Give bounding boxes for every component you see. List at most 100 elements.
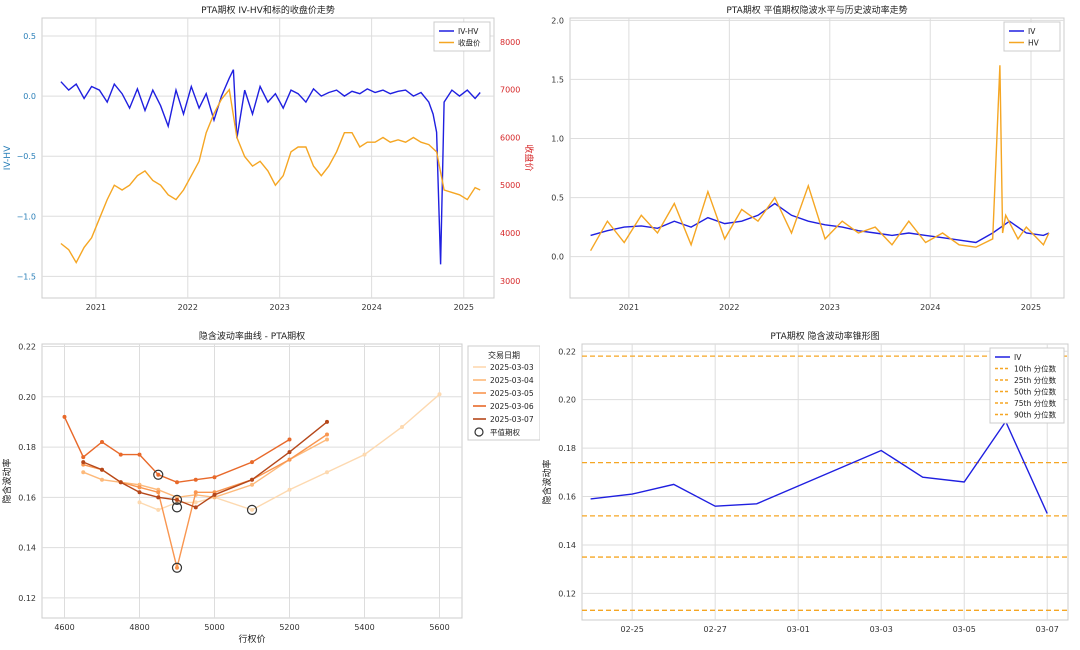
- series-point: [137, 452, 142, 457]
- y-tick-label: −0.5: [17, 152, 36, 161]
- series-point: [81, 460, 86, 465]
- series-point: [193, 500, 198, 505]
- y-axis-label: 隐含波动率: [1, 458, 13, 503]
- series-point: [156, 472, 161, 477]
- series-point: [156, 507, 161, 512]
- y-tick-label: 0.0: [551, 253, 564, 262]
- series-point: [81, 470, 86, 475]
- series-point: [250, 507, 254, 512]
- series-point: [137, 490, 142, 495]
- legend-label: IV: [1028, 27, 1036, 36]
- series-point: [137, 485, 142, 490]
- plot-area: [569, 17, 1065, 299]
- x-tick-label: 5600: [429, 623, 449, 632]
- series-line: [589, 65, 1050, 252]
- series-point: [175, 480, 179, 485]
- y-axis-label: 隐含波动率: [541, 459, 553, 504]
- series-point: [287, 450, 292, 455]
- series-point: [81, 455, 86, 460]
- legend-label: 2025-03-06: [490, 402, 534, 411]
- series-point: [193, 477, 198, 482]
- chart-iv-hv-close: 0.5 0.0 −0.5 −1.0 −1.5 2021 2022 2023 2024 2025 30…: [0, 0, 540, 318]
- legend-box: [433, 21, 491, 52]
- x-tick-label: 2024: [361, 303, 381, 312]
- y-tick-label: 0.18: [558, 444, 576, 453]
- x-tick-label: 02-25: [621, 625, 644, 634]
- y2-tick-label: 3000: [500, 277, 520, 286]
- plot-area: [581, 343, 1069, 621]
- series-point: [287, 487, 292, 492]
- chart-iv-cone: 0.12 0.14 0.16 0.18 0.20 0.22 02-25 02-27 03-01 0…: [540, 322, 1080, 646]
- series-point: [250, 477, 254, 482]
- series-point: [193, 490, 198, 495]
- series-point: [250, 482, 254, 487]
- plot-area: [41, 17, 495, 299]
- y-tick-label: 0.12: [18, 594, 36, 603]
- y-tick-label: 0.20: [558, 396, 576, 405]
- legend-label: 90th 分位数: [1014, 410, 1057, 420]
- x-tick-label: 4600: [54, 623, 74, 632]
- x-tick-label: 2021: [86, 303, 106, 312]
- y-tick-label: 1.0: [551, 135, 564, 144]
- series-point: [362, 452, 367, 457]
- legend-title: 交易日期: [488, 350, 520, 360]
- x-tick-label: 03-07: [1036, 625, 1059, 634]
- y2-tick-label: 5000: [500, 181, 520, 190]
- series-point: [193, 505, 198, 510]
- series-point: [325, 432, 329, 437]
- x-tick-label: 03-03: [870, 625, 893, 634]
- y-tick-label: 0.0: [23, 92, 36, 101]
- y-tick-label: 2.0: [551, 16, 564, 25]
- series-point: [100, 440, 104, 445]
- series-point: [100, 477, 104, 482]
- chart-title: PTA期权 平值期权隐波水平与历史波动率走势: [726, 4, 907, 16]
- series-line: [590, 202, 1050, 244]
- x-tick-label: 5200: [279, 623, 299, 632]
- y-tick-label: 0.16: [558, 493, 576, 502]
- y-tick-label: 0.22: [18, 343, 36, 352]
- series-point: [118, 452, 123, 457]
- series-point: [250, 460, 254, 465]
- y-tick-label: 0.14: [18, 544, 36, 553]
- series-point: [62, 414, 67, 419]
- series-point: [137, 500, 142, 505]
- series-point: [287, 437, 292, 442]
- series-point: [400, 424, 404, 429]
- legend-label: IV: [1014, 353, 1022, 362]
- y-axis-label: IV-HV: [3, 145, 13, 170]
- legend-box: [1003, 21, 1061, 52]
- legend-label: 收盘价: [458, 38, 481, 48]
- legend-label: 平值期权: [490, 427, 520, 437]
- y-tick-label: 0.20: [18, 393, 36, 402]
- chart-title: 隐含波动率曲线 - PTA期权: [199, 330, 305, 342]
- legend-label: 2025-03-03: [490, 363, 534, 372]
- x-axis-label: 行权价: [238, 633, 265, 645]
- y-tick-label: 1.5: [551, 75, 564, 84]
- series-point: [156, 490, 161, 495]
- chart-atm-iv-hv: 0.0 0.5 1.0 1.5 2.0 2021 2022 2023 2024 2025 PTA期权…: [540, 0, 1080, 318]
- x-tick-label: 02-27: [704, 625, 727, 634]
- series-point: [325, 437, 329, 442]
- series-point: [437, 392, 442, 397]
- x-tick-label: 2023: [270, 303, 290, 312]
- x-tick-label: 4800: [129, 623, 149, 632]
- legend-label: 50th 分位数: [1014, 387, 1057, 397]
- series-line: [60, 69, 481, 265]
- chart-iv-cone-svg: 0.12 0.14 0.16 0.18 0.20 0.22 02-25 02-27 03-01 0…: [541, 330, 1069, 634]
- x-tick-label: 2024: [920, 303, 940, 312]
- atm-marker: [171, 502, 183, 513]
- y-tick-label: 0.18: [18, 443, 36, 452]
- chart-iv-hv-close-svg: 0.5 0.0 −0.5 −1.0 −1.5 2021 2022 2023 2024 2025 30…: [3, 4, 535, 312]
- y-tick-label: 0.5: [551, 194, 564, 203]
- y2-axis-label: 收盘价: [523, 144, 535, 171]
- legend-label: 10th 分位数: [1014, 364, 1057, 374]
- legend-label: 25th 分位数: [1014, 375, 1057, 385]
- x-tick-label: 2021: [619, 303, 639, 312]
- chart-iv-smile: 0.12 0.14 0.16 0.18 0.20 0.22 4600 4800 5000 5200…: [0, 322, 541, 646]
- series-point: [325, 419, 329, 424]
- y2-tick-label: 6000: [500, 133, 520, 142]
- x-tick-label: 03-05: [953, 625, 976, 634]
- series-point: [118, 480, 123, 485]
- chart-atm-iv-hv-svg: 0.0 0.5 1.0 1.5 2.0 2021 2022 2023 2024 2025 PTA期权…: [551, 4, 1065, 312]
- x-tick-label: 5400: [354, 623, 374, 632]
